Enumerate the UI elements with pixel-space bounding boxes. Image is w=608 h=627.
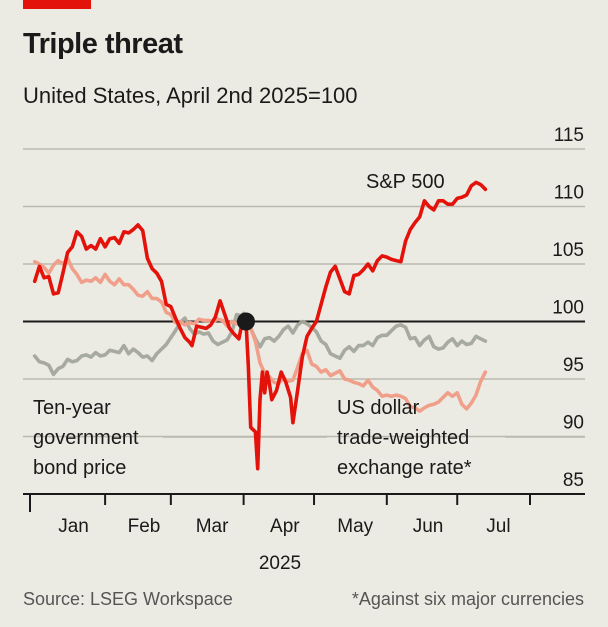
s-p-500-line xyxy=(32,180,488,471)
x-tick-label: Jul xyxy=(486,516,510,537)
bond-label-line: government xyxy=(33,427,139,449)
accent-bar xyxy=(23,0,91,9)
ten-year-government-bond-price-line xyxy=(32,311,488,377)
chart-title: Triple threat xyxy=(23,28,183,60)
x-axis-year-label: 2025 xyxy=(259,553,301,574)
sp500-label: S&P 500 xyxy=(366,171,445,193)
x-tick-label: Jun xyxy=(413,516,444,537)
source-note: Source: LSEG Workspace xyxy=(23,589,233,609)
april-2-marker xyxy=(236,312,255,331)
x-tick-label: Apr xyxy=(270,516,300,537)
dollar-label-line: trade-weighted xyxy=(337,427,469,449)
x-tick-label: Feb xyxy=(128,516,161,537)
chart-subtitle: United States, April 2nd 2025=100 xyxy=(23,83,358,108)
gridlines xyxy=(23,148,585,438)
x-tick-label: Mar xyxy=(196,516,229,537)
x-axis: Jan Feb Mar Apr May Jun Jul 2025 xyxy=(23,493,585,574)
bond-label-line: bond price xyxy=(33,457,126,479)
series-lines xyxy=(32,180,488,471)
bond-label-line: Ten-year xyxy=(33,397,111,419)
y-tick-label: 95 xyxy=(563,355,584,376)
dollar-label-line: US dollar xyxy=(337,397,420,419)
y-tick-label: 90 xyxy=(563,413,584,434)
y-tick-label: 115 xyxy=(554,125,584,146)
y-tick-label: 85 xyxy=(563,470,584,491)
footnote: *Against six major currencies xyxy=(351,589,584,609)
us-dollar-trade-weighted-exchange-rate-line xyxy=(32,256,488,413)
dollar-label-line: exchange rate* xyxy=(337,457,472,479)
y-tick-label: 110 xyxy=(554,183,584,204)
y-axis-labels: 90 95 100 105 110 115 85 xyxy=(552,125,584,491)
annotations: S&P 500 Ten-year government bond price US do… xyxy=(33,171,472,479)
x-tick-label: May xyxy=(337,516,373,537)
x-tick-label: Jan xyxy=(58,516,89,537)
y-tick-label: 105 xyxy=(552,240,584,261)
y-tick-label: 100 xyxy=(552,298,584,319)
